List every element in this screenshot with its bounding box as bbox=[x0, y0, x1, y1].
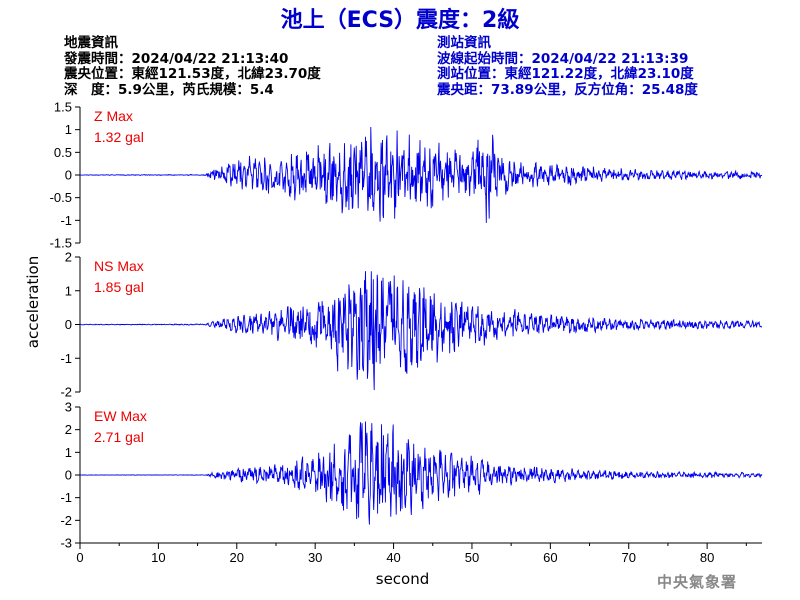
panel-component-label: Z Max bbox=[94, 108, 133, 124]
y-tick-label: 0.5 bbox=[54, 145, 72, 160]
x-tick-label: 20 bbox=[230, 550, 244, 565]
x-tick-label: 30 bbox=[308, 550, 322, 565]
y-tick-label: 0 bbox=[65, 317, 72, 332]
waveform-trace bbox=[79, 271, 763, 391]
y-tick-label: -0.5 bbox=[50, 190, 72, 205]
y-tick-label: -1.5 bbox=[50, 236, 72, 251]
y-tick-label: -1 bbox=[60, 351, 72, 366]
panel-max-label: 1.85 gal bbox=[94, 279, 144, 295]
x-tick-label: 70 bbox=[622, 550, 636, 565]
y-tick-label: 1.5 bbox=[54, 100, 72, 115]
quake-info-block: 地震資訊 發震時間：2024/04/22 21:13:40 震央位置：東經121… bbox=[64, 35, 321, 98]
station-info-heading: 測站資訊 bbox=[437, 35, 491, 51]
x-tick-label: 40 bbox=[386, 550, 400, 565]
y-tick-label: -1 bbox=[60, 490, 72, 505]
y-tick-label: -2 bbox=[60, 513, 72, 528]
y-tick-label: 2 bbox=[65, 422, 72, 437]
quake-epicenter: 震央位置：東經121.53度，北緯23.70度 bbox=[64, 66, 321, 82]
y-axis-label: acceleration bbox=[24, 255, 42, 349]
y-tick-label: -3 bbox=[60, 536, 72, 551]
station-info-block: 測站資訊 波線起始時間：2024/04/22 21:13:39 測站位置：東經1… bbox=[437, 35, 698, 98]
station-wave-start: 波線起始時間：2024/04/22 21:13:39 bbox=[437, 50, 689, 67]
x-tick-label: 0 bbox=[76, 550, 83, 565]
panel-component-label: EW Max bbox=[94, 408, 147, 424]
page-title: 池上（ECS）震度：2級 bbox=[280, 8, 520, 33]
y-tick-label: 1 bbox=[65, 122, 72, 137]
quake-info-heading: 地震資訊 bbox=[64, 35, 118, 51]
x-tick-label: 10 bbox=[151, 550, 165, 565]
station-distance: 震央距：73.89公里，反方位角：25.48度 bbox=[437, 81, 698, 98]
panel-component-label: NS Max bbox=[94, 258, 144, 274]
y-tick-label: -1 bbox=[60, 213, 72, 228]
y-tick-label: -2 bbox=[60, 385, 72, 400]
y-tick-label: 0 bbox=[65, 168, 72, 183]
waveform-trace bbox=[80, 421, 763, 525]
station-location: 測站位置：東經121.22度，北緯23.10度 bbox=[437, 66, 694, 82]
x-tick-label: 80 bbox=[700, 550, 714, 565]
y-tick-label: 1 bbox=[65, 445, 72, 460]
agency-watermark: 中央氣象署 bbox=[657, 573, 738, 591]
x-axis-label: second bbox=[375, 570, 430, 588]
panel-max-label: 1.32 gal bbox=[94, 129, 144, 145]
y-tick-label: 2 bbox=[65, 250, 72, 265]
x-tick-label: 50 bbox=[465, 550, 479, 565]
x-tick-label: 60 bbox=[543, 550, 557, 565]
waveform-trace bbox=[80, 126, 763, 223]
quake-time: 發震時間：2024/04/22 21:13:40 bbox=[64, 50, 289, 67]
y-tick-label: 0 bbox=[65, 468, 72, 483]
panel-max-label: 2.71 gal bbox=[94, 429, 144, 445]
y-tick-label: 1 bbox=[65, 283, 72, 298]
quake-depth-magnitude: 深 度：5.9公里，芮氏規模：5.4 bbox=[64, 81, 274, 98]
y-tick-label: 3 bbox=[65, 400, 72, 415]
